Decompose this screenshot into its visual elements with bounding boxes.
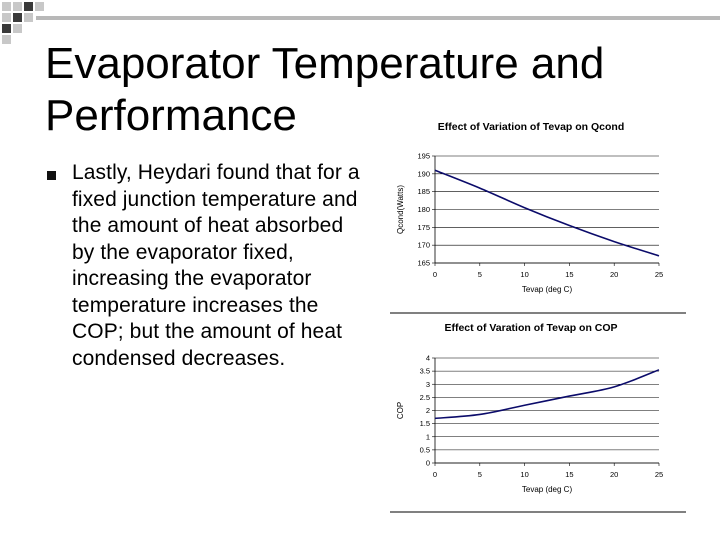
y-tick-label: 2.5 bbox=[420, 393, 430, 402]
x-tick-label: 25 bbox=[655, 270, 663, 279]
y-tick-label: 195 bbox=[417, 152, 430, 161]
y-tick-label: 175 bbox=[417, 223, 430, 232]
bullet-text: Lastly, Heydari found that for a fixed j… bbox=[72, 161, 360, 370]
chart-title: Effect of Variation of Tevap on Qcond bbox=[438, 121, 625, 133]
y-tick-label: 190 bbox=[417, 169, 430, 178]
series-line bbox=[434, 169, 660, 257]
y-tick-label: 0 bbox=[426, 459, 430, 468]
y-tick-label: 2 bbox=[426, 406, 430, 415]
y-tick-label: 3.5 bbox=[420, 367, 430, 376]
slide-title-line-2: Performance bbox=[45, 91, 297, 140]
y-tick-label: 180 bbox=[417, 205, 430, 214]
y-axis-label: COP bbox=[396, 402, 405, 419]
y-tick-label: 185 bbox=[417, 187, 430, 196]
y-tick-label: 3 bbox=[426, 380, 430, 389]
x-tick-label: 15 bbox=[565, 470, 573, 479]
y-tick-label: 170 bbox=[417, 241, 430, 250]
x-tick-label: 10 bbox=[520, 470, 528, 479]
slide-title-line-1: Evaporator Temperature and bbox=[45, 39, 605, 88]
chart-title: Effect of Varation of Tevap on COP bbox=[444, 322, 617, 334]
x-axis-label: Tevap (deg C) bbox=[522, 285, 573, 294]
cop-chart: Effect of Varation of Tevap on COP 0 0.5 1 1… bbox=[390, 312, 686, 513]
x-tick-label: 0 bbox=[433, 470, 437, 479]
qcond-chart: Effect of Variation of Tevap on Qcond 165… bbox=[396, 121, 663, 294]
y-tick-label: 0.5 bbox=[420, 445, 430, 454]
slide-title: Evaporator Temperature and Performance bbox=[45, 38, 645, 142]
bullet-square-icon bbox=[47, 171, 56, 180]
y-tick-label: 4 bbox=[426, 354, 430, 363]
corner-squares-decoration bbox=[2, 2, 44, 44]
x-tick-label: 20 bbox=[610, 270, 618, 279]
y-tick-label: 165 bbox=[417, 259, 430, 268]
series-line bbox=[434, 369, 660, 420]
x-tick-label: 10 bbox=[520, 270, 528, 279]
x-tick-label: 20 bbox=[610, 470, 618, 479]
x-tick-label: 0 bbox=[433, 270, 437, 279]
y-tick-label: 1 bbox=[426, 432, 430, 441]
x-axis-label: Tevap (deg C) bbox=[522, 485, 573, 494]
y-tick-label: 1.5 bbox=[420, 419, 430, 428]
x-tick-label: 5 bbox=[478, 470, 482, 479]
x-tick-label: 25 bbox=[655, 470, 663, 479]
x-tick-label: 5 bbox=[478, 270, 482, 279]
header-rule bbox=[36, 16, 720, 20]
x-tick-label: 15 bbox=[565, 270, 573, 279]
y-axis-label: Qcond(Watts) bbox=[396, 185, 405, 234]
